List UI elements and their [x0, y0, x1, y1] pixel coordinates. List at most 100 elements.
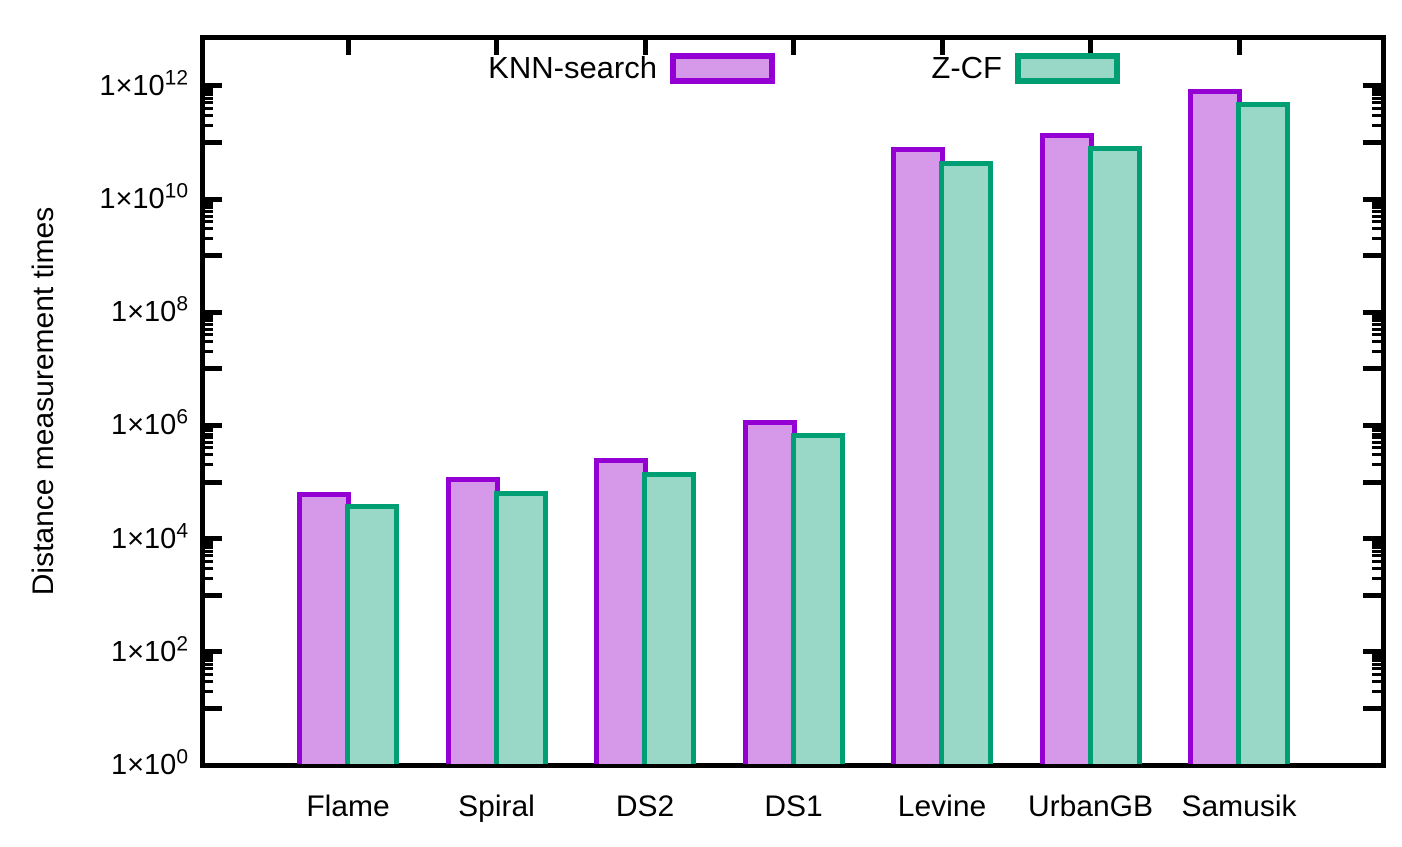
y-minor-tick — [204, 313, 213, 317]
y-minor-tick — [204, 566, 213, 570]
y-minor-tick — [1372, 440, 1381, 444]
y-tick-label-1e12: 1×1012 — [99, 66, 188, 102]
x-top-tick-samusik — [1236, 40, 1242, 55]
y-minor-tick — [204, 549, 213, 553]
y-minor-tick — [1372, 323, 1381, 327]
y-minor-tick — [1372, 327, 1381, 331]
y-major-tick-1e2 — [1363, 649, 1381, 655]
y-minor-tick — [1372, 340, 1381, 344]
bar-z-cf-samusik — [1236, 102, 1290, 764]
y-minor-tick — [204, 200, 213, 204]
y-minor-tick — [204, 545, 213, 549]
y-minor-tick — [204, 440, 213, 444]
x-top-tick-flame — [345, 40, 351, 55]
y-major-tick-1e12 — [204, 83, 222, 89]
y-minor-tick — [1372, 576, 1381, 580]
y-minor-tick — [1372, 432, 1381, 436]
y-minor-tick — [1372, 86, 1381, 90]
y-minor-tick — [1372, 463, 1381, 467]
y-tick-label-1e6: 1×106 — [110, 405, 188, 442]
x-top-tick-ds1 — [791, 40, 796, 55]
y-minor-tick — [1372, 106, 1381, 110]
y-tick-label-1e4: 1×104 — [110, 518, 188, 555]
y-minor-tick — [1372, 214, 1381, 218]
y-tick-label-1e10: 1×1010 — [99, 179, 188, 215]
y-minor-tick — [1372, 202, 1381, 206]
y-minor-tick — [204, 214, 213, 218]
y-minor-tick — [204, 202, 213, 206]
bar-z-cf-urbangb — [1087, 145, 1142, 764]
y-minor-tick — [204, 89, 213, 93]
y-major-tick-1e5 — [204, 479, 222, 485]
y-minor-tick — [204, 559, 213, 563]
y-minor-tick — [204, 323, 213, 327]
bar-knn-search-spiral — [445, 476, 500, 764]
y-minor-tick — [1372, 659, 1381, 663]
y-minor-tick — [204, 96, 213, 100]
y-minor-tick — [1372, 227, 1381, 231]
x-top-tick-ds2 — [642, 40, 648, 55]
bar-knn-search-flame — [297, 491, 351, 764]
x-tick-label-ds2: DS2 — [615, 790, 675, 823]
y-minor-tick — [1372, 426, 1381, 430]
y-minor-tick — [1372, 679, 1381, 683]
y-major-tick-1e1 — [204, 705, 222, 711]
y-minor-tick — [204, 210, 213, 214]
y-minor-tick — [204, 426, 213, 430]
y-minor-tick — [1372, 545, 1381, 549]
y-minor-tick — [1372, 662, 1381, 666]
y-minor-tick — [1372, 453, 1381, 457]
y-major-tick-1e1 — [1363, 705, 1381, 711]
y-tick-label-1e0: 1×100 — [110, 745, 188, 781]
y-major-tick-1e11 — [1363, 139, 1381, 145]
y-minor-tick — [1372, 316, 1381, 320]
y-minor-tick — [204, 220, 213, 224]
y-minor-tick — [204, 206, 213, 210]
legend-item-z-cf: Z-CF — [931, 50, 1120, 85]
y-major-tick-1e0 — [204, 762, 222, 768]
bar-knn-search-samusik — [1188, 88, 1242, 764]
x-tick-label-flame: Flame — [306, 790, 390, 823]
y-minor-tick — [1372, 101, 1381, 105]
y-major-tick-1e4 — [204, 536, 222, 542]
bar-knn-search-ds1 — [742, 420, 797, 764]
y-tick-label-1e8: 1×108 — [110, 292, 188, 329]
plot-area — [200, 35, 1386, 768]
y-minor-tick — [1372, 237, 1381, 241]
y-minor-tick — [204, 429, 213, 433]
y-minor-tick — [204, 554, 213, 558]
y-minor-tick — [204, 655, 213, 659]
legend-swatch-knn-search — [670, 52, 775, 84]
x-tick-label-levine: Levine — [897, 790, 987, 823]
y-minor-tick — [1372, 689, 1381, 693]
bar-z-cf-ds2 — [642, 471, 696, 764]
y-major-tick-1e7 — [204, 366, 222, 372]
y-minor-tick — [1372, 200, 1381, 204]
y-minor-tick — [204, 463, 213, 467]
y-minor-tick — [204, 86, 213, 90]
y-major-tick-1e3 — [1363, 592, 1381, 598]
y-minor-tick — [1372, 446, 1381, 450]
bar-knn-search-urbangb — [1039, 132, 1094, 764]
y-minor-tick — [204, 453, 213, 457]
y-minor-tick — [1372, 436, 1381, 440]
x-tick-label-samusik: Samusik — [1181, 790, 1297, 823]
x-tick-label-ds1: DS1 — [764, 790, 823, 823]
y-major-tick-1e6 — [1363, 422, 1381, 428]
y-major-tick-1e8 — [204, 309, 222, 315]
x-top-tick-spiral — [494, 40, 499, 55]
y-minor-tick — [204, 101, 213, 105]
y-major-tick-1e8 — [1363, 309, 1381, 315]
y-minor-tick — [204, 679, 213, 683]
y-minor-tick — [204, 659, 213, 663]
y-major-tick-1e10 — [1363, 196, 1381, 202]
x-tick-label-spiral: Spiral — [458, 790, 535, 823]
y-minor-tick — [1372, 319, 1381, 323]
y-minor-tick — [1372, 206, 1381, 210]
y-minor-tick — [204, 689, 213, 693]
y-minor-tick — [1372, 554, 1381, 558]
y-minor-tick — [204, 576, 213, 580]
bar-z-cf-ds1 — [790, 432, 845, 764]
y-minor-tick — [204, 333, 213, 337]
